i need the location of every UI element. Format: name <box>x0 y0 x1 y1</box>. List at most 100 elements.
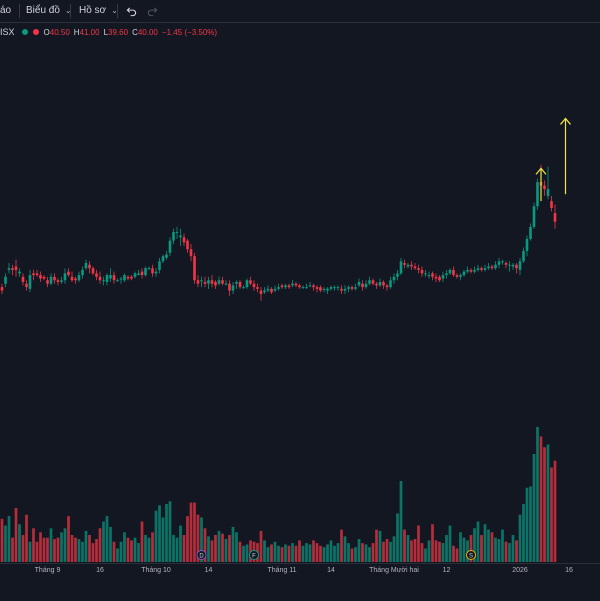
toolbar-item-0[interactable]: áo <box>0 0 11 22</box>
candle-body[interactable] <box>18 271 21 274</box>
candle-body[interactable] <box>287 285 291 288</box>
candle-body[interactable] <box>350 287 354 289</box>
candle-body[interactable] <box>312 285 315 288</box>
candle-body[interactable] <box>28 275 32 289</box>
candle-body[interactable] <box>35 273 39 276</box>
candle-body[interactable] <box>448 269 452 274</box>
candle-body[interactable] <box>420 269 424 274</box>
candle-body[interactable] <box>434 276 438 279</box>
profile-menu-button[interactable]: Hồ sơ ⌄ <box>79 0 118 22</box>
candle-body[interactable] <box>42 276 46 279</box>
candle-body[interactable] <box>333 287 336 289</box>
candle-body[interactable] <box>319 287 322 291</box>
candle-body[interactable] <box>63 273 67 281</box>
candle-body[interactable] <box>522 250 525 262</box>
candle-body[interactable] <box>14 266 18 270</box>
candle-body[interactable] <box>21 276 25 282</box>
candle-body[interactable] <box>438 276 441 281</box>
candle-body[interactable] <box>84 263 88 269</box>
candle-body[interactable] <box>172 232 175 241</box>
candle-body[interactable] <box>175 232 179 234</box>
candle-body[interactable] <box>140 271 144 276</box>
candle-body[interactable] <box>462 271 466 276</box>
candle-body[interactable] <box>221 280 224 284</box>
candle-body[interactable] <box>368 280 371 284</box>
candle-body[interactable] <box>403 263 406 265</box>
candle-body[interactable] <box>284 285 287 288</box>
time-axis[interactable]: Tháng 9 16 Tháng 10 14 Tháng 11 14 Tháng Mười … <box>0 563 600 601</box>
candle-body[interactable] <box>0 287 4 291</box>
candle-body[interactable] <box>123 275 126 281</box>
candle-body[interactable] <box>354 287 357 289</box>
candle-body[interactable] <box>455 275 459 277</box>
candle-body[interactable] <box>224 283 228 285</box>
candle-body[interactable] <box>459 275 462 277</box>
candle-body[interactable] <box>427 275 431 277</box>
candle-body[interactable] <box>396 273 399 277</box>
candle-body[interactable] <box>525 238 529 251</box>
candle-body[interactable] <box>207 280 210 284</box>
candle-body[interactable] <box>298 285 301 288</box>
candle-body[interactable] <box>410 264 413 267</box>
candle-body[interactable] <box>252 283 256 288</box>
candle-body[interactable] <box>196 280 200 284</box>
candle-body[interactable] <box>112 275 116 281</box>
candle-body[interactable] <box>32 273 35 276</box>
candle-body[interactable] <box>308 285 312 287</box>
candle-body[interactable] <box>67 271 70 276</box>
candle-body[interactable] <box>469 269 473 272</box>
candle-body[interactable] <box>179 235 182 238</box>
candle-body[interactable] <box>305 287 308 289</box>
candle-body[interactable] <box>259 290 263 295</box>
candle-body[interactable] <box>406 264 410 267</box>
candle-body[interactable] <box>56 280 60 282</box>
candle-body[interactable] <box>60 280 63 282</box>
candle-body[interactable] <box>532 206 536 227</box>
candle-body[interactable] <box>186 240 189 250</box>
candle-body[interactable] <box>238 281 242 288</box>
candle-body[interactable] <box>203 281 207 284</box>
candle-body[interactable] <box>39 275 42 279</box>
candle-body[interactable] <box>102 280 105 282</box>
undo-button[interactable] <box>126 1 137 23</box>
candle-body[interactable] <box>466 269 469 272</box>
candle-body[interactable] <box>473 269 476 272</box>
candle-body[interactable] <box>193 256 196 281</box>
candle-body[interactable] <box>294 283 298 286</box>
candle-body[interactable] <box>476 268 480 270</box>
candle-body[interactable] <box>515 264 518 269</box>
chart-menu-button[interactable]: Biểu đồ ⌄ <box>26 0 72 22</box>
candle-body[interactable] <box>119 278 123 280</box>
candle-body[interactable] <box>424 273 427 275</box>
candle-body[interactable] <box>441 275 445 279</box>
candle-body[interactable] <box>364 283 368 288</box>
candle-body[interactable] <box>546 189 550 196</box>
candle-body[interactable] <box>336 287 340 289</box>
candle-body[interactable] <box>375 283 378 286</box>
candle-body[interactable] <box>399 261 403 274</box>
candle-body[interactable] <box>70 276 74 281</box>
candle-body[interactable] <box>168 240 172 253</box>
candle-body[interactable] <box>329 287 333 289</box>
candle-body[interactable] <box>95 273 98 277</box>
candle-body[interactable] <box>189 249 193 257</box>
candle-body[interactable] <box>511 264 515 267</box>
candle-body[interactable] <box>326 288 329 291</box>
candle-body[interactable] <box>487 266 490 269</box>
symbol-label[interactable]: ISX <box>0 27 15 37</box>
candle-body[interactable] <box>88 264 91 269</box>
candle-body[interactable] <box>200 280 203 282</box>
candle-body[interactable] <box>49 276 53 284</box>
candle-body[interactable] <box>161 256 165 262</box>
candle-body[interactable] <box>550 201 553 208</box>
candle-body[interactable] <box>165 254 168 258</box>
candle-body[interactable] <box>508 264 511 266</box>
candle-body[interactable] <box>494 264 497 269</box>
candle-body[interactable] <box>529 226 532 239</box>
candle-body[interactable] <box>291 283 294 286</box>
candle-body[interactable] <box>137 273 140 276</box>
candle-body[interactable] <box>277 287 280 289</box>
candle-body[interactable] <box>151 268 154 274</box>
candle-body[interactable] <box>504 263 508 265</box>
candle-body[interactable] <box>389 280 392 288</box>
